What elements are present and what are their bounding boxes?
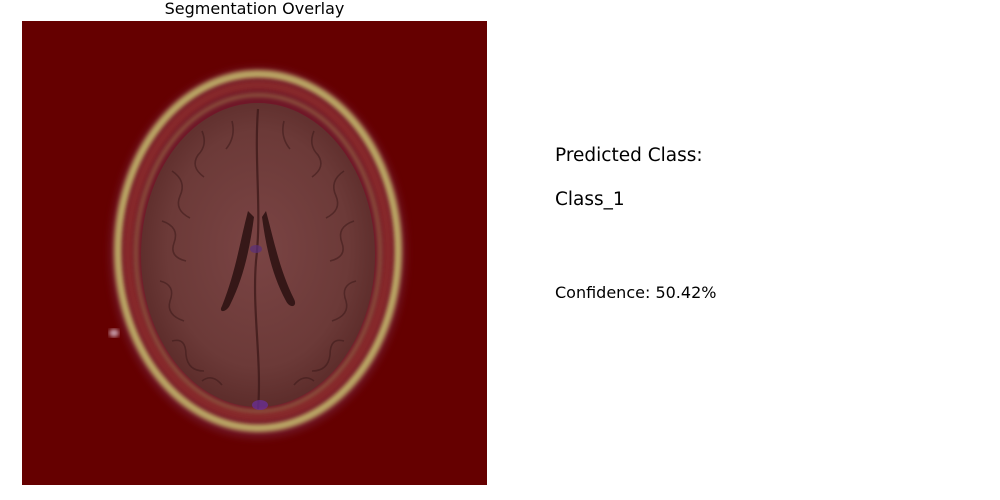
midline-fissure xyxy=(253,108,261,410)
predicted-class-label: Predicted Class: xyxy=(555,145,703,166)
left-ventricle xyxy=(220,211,254,312)
predicted-class-value: Class_1 xyxy=(555,189,625,210)
brain-tissue xyxy=(141,103,375,407)
posterior-accent xyxy=(252,400,268,410)
artifact-dot xyxy=(109,329,119,337)
confidence-text: Confidence: 50.42% xyxy=(555,283,717,302)
ventricle-accent xyxy=(250,245,262,253)
right-ventricle xyxy=(262,211,296,307)
figure-title: Segmentation Overlay xyxy=(164,0,345,18)
skull-inner-ring xyxy=(123,80,393,422)
dura-ring xyxy=(134,93,382,413)
segmentation-overlay-image xyxy=(22,21,487,485)
sulci-pattern xyxy=(159,120,357,386)
skull-ring xyxy=(114,70,402,432)
prediction-panel: Predicted Class: Class_1 Confidence: 50.… xyxy=(555,0,975,500)
